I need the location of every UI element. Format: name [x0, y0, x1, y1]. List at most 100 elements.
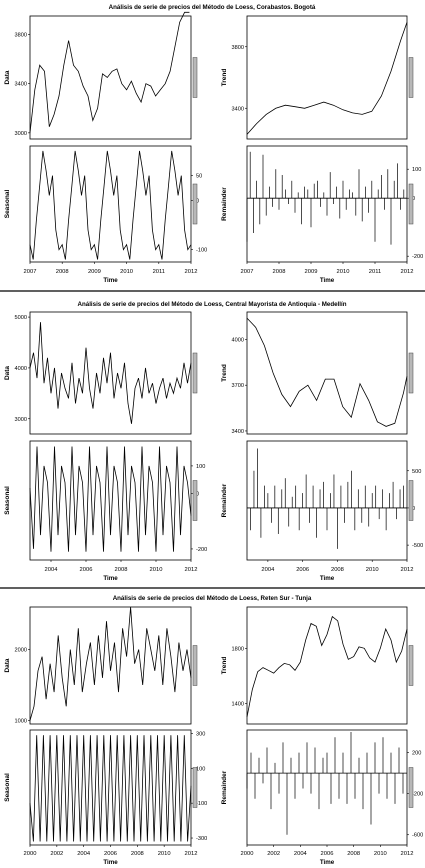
x-tick-label: 2008 — [56, 269, 69, 275]
y-tick-label: 0 — [412, 506, 415, 512]
series-group — [29, 322, 192, 424]
series-line — [29, 446, 192, 552]
subplot-frame — [29, 145, 192, 263]
panel-title: Análisis de serie de precios del Método … — [109, 4, 316, 11]
x-tick-label: 2002 — [267, 851, 280, 857]
x-tick-label: 2011 — [369, 269, 381, 275]
subplot-frame — [29, 440, 192, 561]
x-tick-label: 2008 — [331, 567, 344, 573]
scale-bar — [192, 645, 198, 686]
x-tick-label: 2000 — [24, 851, 37, 857]
y-tick-label: -500 — [412, 543, 423, 549]
scale-bar — [408, 480, 414, 521]
y-tick-label: 0 — [196, 198, 199, 204]
y-tick-label: 3700 — [232, 383, 244, 389]
y-axis-label: Trend — [221, 364, 228, 382]
panel-title: Análisis de serie de precios del Método … — [78, 301, 347, 308]
y-tick-label: 3800 — [15, 32, 27, 38]
y-tick-label: 300 — [196, 731, 205, 737]
series-group — [246, 615, 408, 718]
y-tick-label: 5000 — [15, 315, 27, 321]
series-group — [29, 446, 192, 552]
y-axis-label: Data — [4, 658, 11, 672]
series-line — [246, 615, 408, 718]
y-tick-label: 3000 — [15, 417, 27, 423]
y-axis-label: Data — [4, 366, 11, 380]
x-tick-label: 2012 — [401, 567, 414, 573]
y-tick-label: -200 — [412, 792, 423, 798]
x-tick-label: 2010 — [150, 567, 163, 573]
y-axis-label: Remainder — [221, 187, 228, 221]
x-axis-label: Time — [103, 277, 118, 284]
y-tick-label: 100 — [196, 766, 205, 772]
y-tick-label: 4000 — [232, 337, 244, 343]
y-tick-label: 2000 — [15, 648, 27, 654]
series-group — [29, 150, 192, 260]
series-line — [29, 735, 192, 842]
series-group — [246, 317, 408, 427]
x-tick-label: 2006 — [296, 567, 309, 573]
y-tick-label: 3400 — [15, 82, 27, 88]
scale-bar — [192, 183, 198, 225]
y-tick-label: 50 — [196, 174, 202, 180]
y-axis-label: Remainder — [221, 483, 228, 517]
x-tick-label: 2008 — [115, 567, 128, 573]
scale-bar — [192, 480, 198, 521]
scale-bar — [408, 183, 414, 225]
x-tick-label: 2008 — [131, 851, 144, 857]
y-tick-label: -600 — [412, 833, 423, 839]
series-group — [29, 606, 192, 721]
subplot-frame — [246, 311, 408, 435]
scale-bar — [408, 57, 414, 98]
x-tick-label: 2006 — [80, 567, 93, 573]
x-tick-label: 2004 — [294, 851, 308, 857]
x-tick-label: 2004 — [45, 567, 59, 573]
y-tick-label: 0 — [196, 492, 199, 498]
series-group — [247, 448, 407, 549]
y-tick-label: 3400 — [232, 429, 244, 435]
y-axis-label: Trend — [221, 657, 228, 675]
x-tick-label: 2012 — [185, 269, 198, 275]
x-tick-label: 2002 — [50, 851, 63, 857]
y-tick-label: -200 — [196, 547, 207, 553]
x-tick-label: 2010 — [374, 851, 387, 857]
y-tick-label: -200 — [412, 254, 423, 260]
y-tick-label: 1000 — [15, 718, 27, 724]
x-tick-label: 2004 — [261, 567, 275, 573]
y-axis-label: Seasonal — [4, 486, 11, 515]
subplot-frame — [246, 15, 408, 140]
panel-title: Análisis de serie de precios del Método … — [113, 595, 312, 602]
scale-bar — [192, 352, 198, 394]
x-tick-label: 2009 — [88, 269, 101, 275]
scale-bar — [408, 767, 414, 808]
y-tick-label: 3400 — [232, 106, 244, 112]
x-tick-label: 2012 — [401, 269, 414, 275]
x-tick-label: 2012 — [401, 851, 414, 857]
x-axis-label: Time — [320, 277, 335, 284]
subplot-frame — [29, 606, 192, 725]
x-tick-label: 2012 — [185, 567, 198, 573]
y-tick-label: 500 — [412, 469, 421, 475]
y-tick-label: 100 — [412, 167, 421, 173]
y-axis-label: Remainder — [221, 770, 228, 804]
x-tick-label: 2010 — [337, 269, 350, 275]
series-line — [246, 22, 408, 135]
series-line — [29, 11, 190, 133]
x-tick-label: 2010 — [366, 567, 379, 573]
series-group — [246, 151, 407, 245]
x-tick-label: 2007 — [241, 269, 254, 275]
series-group — [29, 11, 190, 133]
y-axis-label: Data — [4, 70, 11, 84]
x-tick-label: 2008 — [347, 851, 360, 857]
x-axis-label: Time — [103, 575, 118, 582]
series-line — [29, 150, 192, 260]
x-tick-label: 2010 — [158, 851, 171, 857]
x-axis-label: Time — [320, 575, 335, 582]
y-tick-label: 0 — [412, 196, 415, 202]
series-line — [29, 606, 192, 721]
y-axis-label: Trend — [221, 69, 228, 87]
y-tick-label: 4000 — [15, 366, 27, 372]
scale-bar — [408, 352, 414, 394]
series-line — [246, 317, 408, 427]
